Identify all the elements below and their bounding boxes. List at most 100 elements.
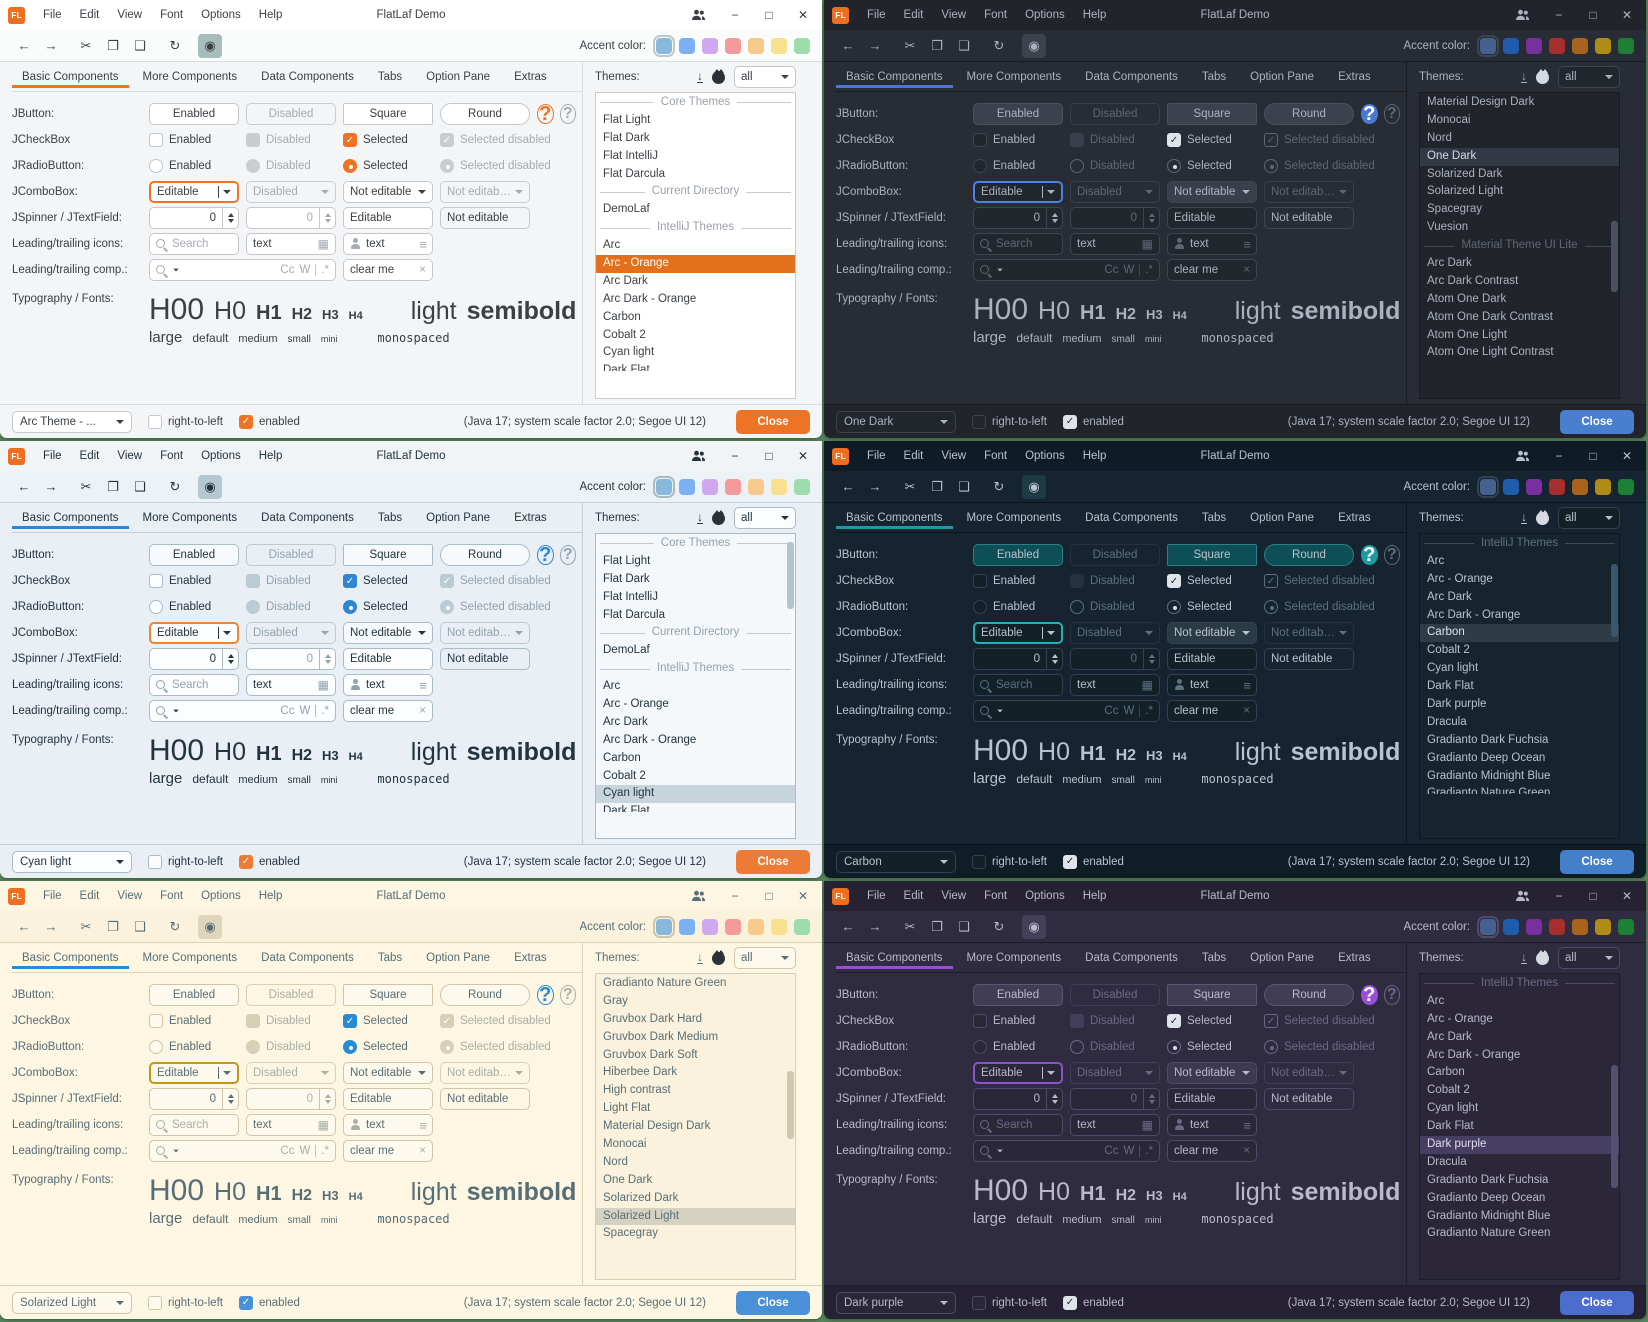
github-icon[interactable] — [1536, 509, 1549, 525]
checkbox-enabled[interactable] — [149, 574, 163, 588]
list-icon[interactable]: ≡ — [1243, 677, 1251, 693]
spinner[interactable]: 0 — [149, 207, 239, 229]
match-word-toggle[interactable]: W — [299, 705, 311, 717]
regex-toggle[interactable]: .* — [1145, 264, 1153, 276]
github-icon[interactable] — [1536, 949, 1549, 965]
rtl-checkbox[interactable]: right-to-left — [148, 1295, 223, 1310]
themes-list-item[interactable]: Arc Dark — [1427, 1030, 1472, 1043]
accent-swatch[interactable] — [1595, 918, 1611, 935]
eye-toggle-button[interactable]: ◉ — [1022, 33, 1046, 58]
themes-filter-combo[interactable]: all — [1558, 947, 1620, 969]
combo-not-editable[interactable]: Not editable — [343, 1062, 433, 1084]
rtl-checkbox[interactable]: right-to-left — [972, 854, 1047, 869]
regex-toggle[interactable]: .* — [1145, 1145, 1153, 1157]
close-button[interactable]: Close — [1560, 1290, 1634, 1315]
paste-button[interactable]: ❑ — [958, 918, 970, 934]
accent-swatch[interactable] — [1572, 918, 1588, 935]
text-input-person[interactable]: text ≡ — [343, 233, 433, 255]
radio-enabled[interactable] — [973, 600, 987, 614]
tab-option-pane[interactable]: Option Pane — [1250, 71, 1315, 83]
themes-list-item[interactable]: Gradianto Deep Ocean — [1427, 751, 1546, 764]
themes-list-item[interactable]: Dark Flat — [603, 364, 650, 372]
themes-list-item[interactable]: Arc - Orange — [1427, 572, 1493, 585]
tab-more-components[interactable]: More Components — [142, 512, 238, 524]
menu-font[interactable]: Font — [160, 9, 184, 21]
spinner[interactable]: 0 — [973, 207, 1063, 229]
menu-edit[interactable]: Edit — [903, 890, 924, 902]
users-icon[interactable] — [1505, 9, 1540, 21]
round-button[interactable]: Round — [440, 103, 530, 125]
themes-list-item[interactable]: Flat IntelliJ — [603, 149, 658, 162]
themes-list-item[interactable]: Solarized Dark — [1427, 167, 1503, 180]
themes-list-item[interactable]: One Dark — [1420, 147, 1619, 166]
enabled-checkbox[interactable]: ✓ enabled — [238, 854, 300, 869]
enabled-button[interactable]: Enabled — [149, 984, 239, 1006]
themes-list-item[interactable]: Monocai — [603, 1138, 647, 1151]
cut-button[interactable]: ✂ — [904, 37, 916, 53]
themes-list-item[interactable]: Gradianto Nature Green — [1427, 1227, 1551, 1240]
menu-view[interactable]: View — [117, 450, 143, 462]
menu-view[interactable]: View — [117, 9, 143, 21]
menu-options[interactable]: Options — [1025, 450, 1065, 462]
themes-list-item[interactable]: Dark purple — [1427, 698, 1487, 711]
enabled-checkbox[interactable]: ✓ enabled — [1062, 414, 1124, 429]
themes-list-item[interactable]: Arc — [603, 239, 621, 252]
back-button[interactable]: ← — [841, 479, 855, 494]
tab-basic-components[interactable]: Basic Components — [12, 65, 129, 88]
themes-list-item[interactable]: Cobalt 2 — [603, 328, 646, 341]
text-input-calendar[interactable]: text ▦ — [1070, 674, 1160, 696]
themes-list-item[interactable]: Light Flat — [603, 1102, 651, 1115]
accent-swatch[interactable] — [1572, 37, 1588, 54]
back-button[interactable]: ← — [17, 919, 31, 934]
textfield-not-editable[interactable]: Not editable — [440, 207, 530, 229]
clear-icon[interactable]: × — [419, 705, 426, 717]
help-button[interactable]: ? — [537, 984, 554, 1006]
combo-editable[interactable]: Editable — [973, 181, 1063, 203]
clear-me-input[interactable]: clear me × — [343, 1140, 433, 1162]
themes-list-item[interactable]: Monocai — [1427, 113, 1471, 126]
radio-enabled[interactable] — [973, 1040, 987, 1054]
download-icon[interactable]: ↓ — [697, 69, 703, 83]
accent-swatch[interactable] — [748, 478, 764, 495]
square-button[interactable]: Square — [343, 103, 433, 125]
themes-list-item[interactable]: Gruvbox Dark Soft — [603, 1048, 698, 1061]
maximize-button[interactable]: □ — [765, 889, 773, 903]
spinner[interactable]: 0 — [149, 1088, 239, 1110]
themes-list-item[interactable]: Atom One Dark — [1427, 292, 1507, 305]
match-word-toggle[interactable]: W — [299, 264, 311, 276]
themes-list-item[interactable]: Dark purple — [1420, 1136, 1619, 1154]
accent-swatch[interactable] — [1549, 918, 1565, 935]
accent-swatch[interactable] — [1572, 478, 1588, 495]
paste-button[interactable]: ❑ — [958, 37, 970, 53]
themes-list-item[interactable]: Dark Flat — [1427, 1120, 1474, 1133]
themes-scrollbar-thumb[interactable] — [1611, 1065, 1618, 1188]
menu-view[interactable]: View — [941, 9, 967, 21]
themes-list-item[interactable]: Dracula — [1427, 715, 1467, 728]
menu-help[interactable]: Help — [1082, 450, 1107, 462]
textfield-editable[interactable]: Editable — [343, 1088, 433, 1110]
accent-swatch[interactable] — [1526, 37, 1542, 54]
themes-list-item[interactable]: Cobalt 2 — [1427, 644, 1470, 657]
rtl-checkbox[interactable]: right-to-left — [972, 1295, 1047, 1310]
enabled-checkbox[interactable]: ✓ enabled — [1062, 1295, 1124, 1310]
round-button[interactable]: Round — [1264, 544, 1354, 566]
theme-combo[interactable]: Cyan light — [12, 850, 132, 873]
eye-toggle-button[interactable]: ◉ — [1022, 474, 1046, 499]
forward-button[interactable]: → — [868, 479, 882, 494]
search-input[interactable]: Search — [973, 1114, 1063, 1136]
users-icon[interactable] — [681, 890, 716, 902]
themes-list-item[interactable]: Gradianto Nature Green — [1427, 787, 1551, 795]
download-icon[interactable]: ↓ — [1521, 950, 1527, 964]
themes-list-item[interactable]: Nord — [603, 1155, 628, 1168]
close-window-button[interactable]: ✕ — [1621, 889, 1633, 903]
menu-help[interactable]: Help — [258, 9, 283, 21]
themes-list-item[interactable]: Nord — [1427, 131, 1452, 144]
themes-list-item[interactable]: Arc — [1427, 994, 1445, 1007]
close-button[interactable]: Close — [1560, 849, 1634, 874]
accent-swatch[interactable] — [653, 475, 675, 498]
clear-icon[interactable]: × — [1243, 1145, 1250, 1157]
accent-swatch[interactable] — [794, 918, 810, 935]
themes-list-item[interactable]: Arc Dark Contrast — [1427, 274, 1519, 287]
cut-button[interactable]: ✂ — [80, 918, 92, 934]
refresh-button[interactable]: ↻ — [993, 478, 1005, 494]
